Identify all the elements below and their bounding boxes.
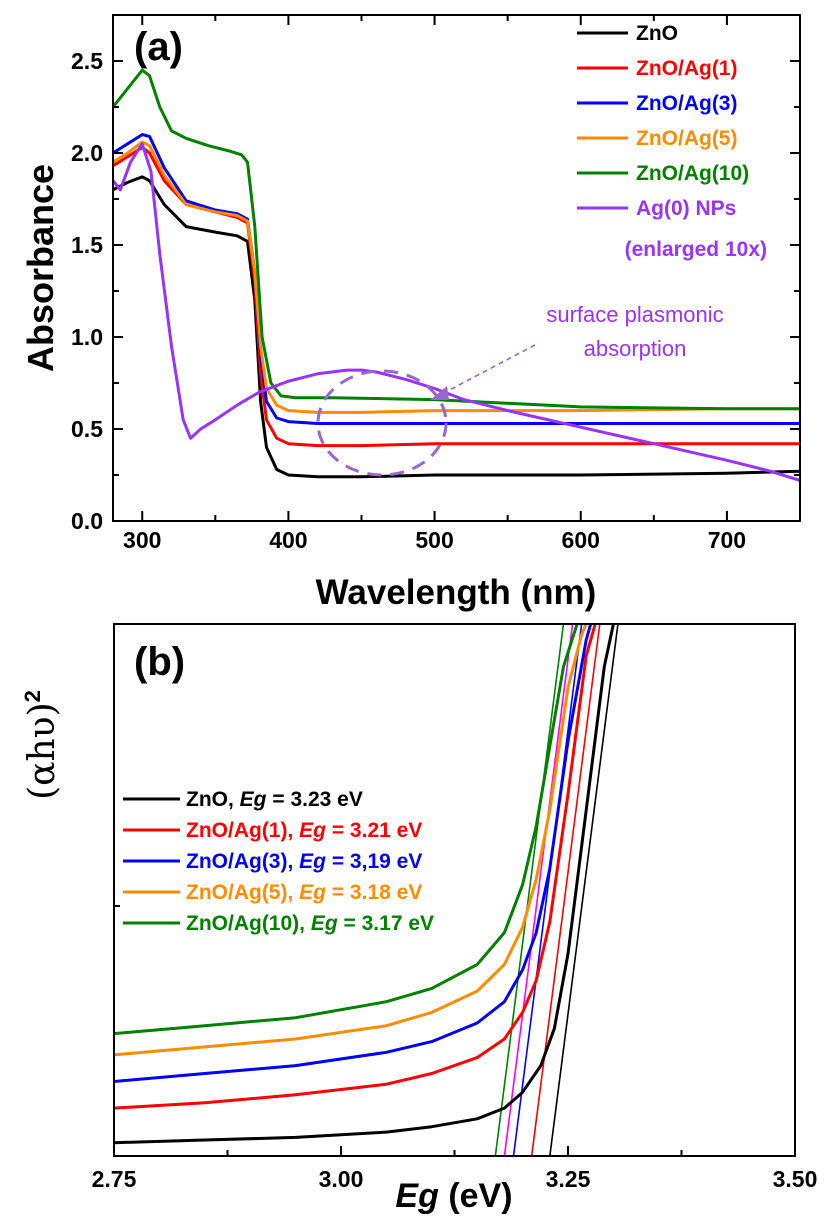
panel-a-x-axis-title: Wavelength (nm) [316, 573, 597, 612]
panel-a-y-tick-label: 0.0 [71, 508, 103, 534]
panel-a-x-tick-label: 400 [269, 527, 307, 553]
panel-a-y-tick-label: 1.0 [71, 324, 103, 350]
plasmon-highlight-circle [316, 369, 448, 477]
panel-b-y-axis-title: (αhυ)2 [20, 690, 63, 800]
panel-a-x-tick-label: 500 [415, 527, 453, 553]
panel-a-y-tick-label: 0.5 [71, 416, 103, 442]
legend-label-zno-ag-1: ZnO/Ag(1) [636, 57, 737, 80]
panel-b-legend: ZnO, Eg = 3.23 eV ZnO/Ag(1), Eg = 3.21 eV… [123, 788, 434, 935]
legend-label-ag-0-nps: Ag(0) NPs [636, 197, 736, 220]
legend-label-zno: ZnO, Eg = 3.23 eV [186, 788, 363, 811]
legend-label-zno-ag-5: ZnO/Ag(5), Eg = 3.18 eV [186, 881, 422, 904]
series-zno-ag-1 [114, 624, 597, 1110]
panel-a-legend: ZnO ZnO/Ag(1) ZnO/Ag(3) ZnO/Ag(5) ZnO/Ag(10)… [577, 22, 749, 220]
legend-label-zno: ZnO [636, 22, 678, 45]
fit-line-zno-ag-1 [530, 624, 601, 1156]
fit-line-zno [549, 624, 619, 1156]
panel-a-y-tick-label: 2.0 [71, 140, 103, 166]
series-ag-0-nps [113, 142, 800, 482]
plasmon-arrow-line [439, 344, 536, 396]
panel-b-axes: 2.75 3.00 3.25 3.50 [92, 623, 818, 1192]
legend-label-zno-ag-1: ZnO/Ag(1), Eg = 3.21 eV [186, 819, 422, 842]
fit-line-zno-ag-3 [512, 624, 583, 1156]
panel-label-a: (a) [134, 25, 183, 69]
panel-label-b: (b) [134, 640, 185, 684]
panel-b-x-axis-title: Eg (eV) [395, 1177, 512, 1215]
panel-a-y-tick-label: 1.5 [71, 232, 103, 258]
series-zno-ag-3 [114, 624, 593, 1083]
panel-b-x-tick-label: 3.25 [546, 1166, 591, 1192]
panel-b-series [114, 624, 619, 1156]
series-zno [114, 624, 615, 1145]
panel-a-series [113, 68, 800, 482]
legend-extra-label: (enlarged 10x) [625, 238, 767, 261]
plasmon-arrow-head [430, 386, 449, 400]
fit-line-zno-ag-10 [494, 624, 565, 1156]
panel-a-x-tick-label: 300 [123, 527, 161, 553]
series-zno-ag-5 [113, 140, 800, 414]
annotation-line2: absorption [584, 336, 687, 361]
panel-b: 2.75 3.00 3.25 3.50 ZnO, Eg = 3.23 eV ZnO/Ag… [20, 623, 818, 1215]
panel-b-x-tick-label: 3.50 [773, 1166, 818, 1192]
legend-label-zno-ag-10: ZnO/Ag(10), Eg = 3.17 eV [186, 912, 434, 935]
legend-label-zno-ag-3: ZnO/Ag(3) [636, 92, 737, 115]
series-zno-ag-10 [113, 68, 800, 411]
series-zno-ag-5 [114, 624, 588, 1057]
legend-label-zno-ag-10: ZnO/Ag(10) [636, 162, 749, 185]
panel-a-y-tick-label: 2.5 [71, 48, 103, 74]
panel-a-axes: 300 400 500 600 700 0.0 0.5 1.0 1.5 2.0 2.5 [71, 14, 801, 553]
series-zno-ag-10 [114, 624, 579, 1036]
legend-label-zno-ag-5: ZnO/Ag(5) [636, 127, 737, 150]
panel-a-x-tick-label: 600 [562, 527, 600, 553]
panel-b-x-tick-label: 2.75 [92, 1166, 137, 1192]
panel-b-x-tick-label: 3.00 [319, 1166, 364, 1192]
panel-a-frame [112, 14, 801, 522]
annotation-line1: surface plasmonic [546, 302, 723, 327]
panel-a: surface plasmonic absorption 300 400 500 60… [20, 14, 801, 612]
panel-a-y-axis-title: Absorbance [20, 164, 61, 372]
panel-a-x-tick-label: 700 [708, 527, 746, 553]
legend-label-zno-ag-3: ZnO/Ag(3), Eg = 3,19 eV [186, 850, 422, 873]
fit-line-zno-ag-5 [503, 624, 574, 1156]
